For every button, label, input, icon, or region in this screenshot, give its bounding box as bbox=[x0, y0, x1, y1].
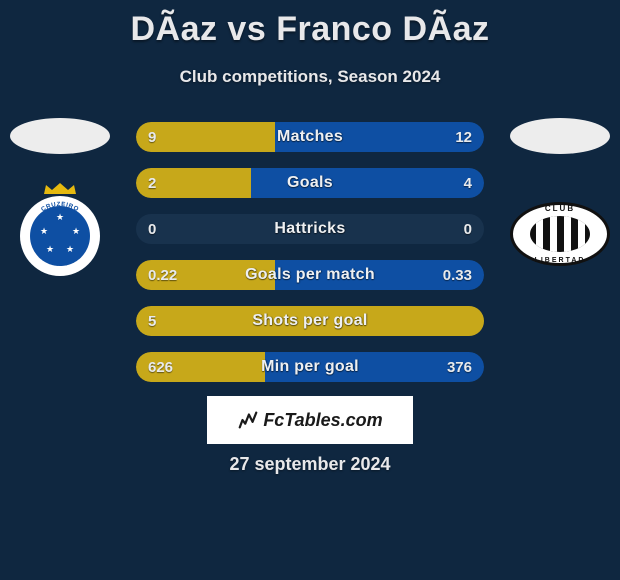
stat-seg-left bbox=[136, 168, 251, 198]
page-title: DÃ­az vs Franco DÃ­az bbox=[0, 0, 620, 49]
date-text: 27 september 2024 bbox=[0, 454, 620, 475]
crown-icon bbox=[42, 182, 78, 196]
stat-row: 0 0Hattricks bbox=[136, 214, 484, 244]
fctables-logo-icon bbox=[237, 409, 259, 431]
stat-row: 626376Min per goal bbox=[136, 352, 484, 382]
subtitle: Club competitions, Season 2024 bbox=[0, 67, 620, 87]
stat-row: 5Shots per goal bbox=[136, 306, 484, 336]
stat-row: 24Goals bbox=[136, 168, 484, 198]
stat-seg-left bbox=[136, 122, 275, 152]
stat-row: 0.220.33Goals per match bbox=[136, 260, 484, 290]
stat-seg-right bbox=[251, 168, 484, 198]
right-country-ellipse bbox=[510, 118, 610, 154]
stat-row: 912Matches bbox=[136, 122, 484, 152]
stat-value-right: 0 bbox=[452, 214, 484, 244]
stat-value-left: 0 bbox=[136, 214, 168, 244]
stat-label: Hattricks bbox=[136, 214, 484, 244]
left-team-badge: CRUZEIRO ESPORTE CLUBE ★ ★ ★ ★ ★ bbox=[10, 184, 110, 284]
right-team-badge: CLUB LIBERTAD bbox=[510, 184, 610, 284]
left-team-column: CRUZEIRO ESPORTE CLUBE ★ ★ ★ ★ ★ bbox=[0, 118, 120, 284]
stat-seg-left bbox=[136, 306, 484, 336]
stat-seg-left bbox=[136, 352, 265, 382]
watermark: FcTables.com bbox=[207, 396, 413, 444]
stat-seg-right bbox=[265, 352, 484, 382]
stats-bars: 912Matches 24Goals 0 0Hattricks 0.220.33Goal… bbox=[136, 122, 484, 398]
stat-seg-right bbox=[275, 260, 484, 290]
left-country-ellipse bbox=[10, 118, 110, 154]
stat-seg-left bbox=[136, 260, 275, 290]
watermark-text: FcTables.com bbox=[263, 410, 382, 431]
stat-seg-right bbox=[275, 122, 484, 152]
right-team-column: CLUB LIBERTAD bbox=[500, 118, 620, 284]
